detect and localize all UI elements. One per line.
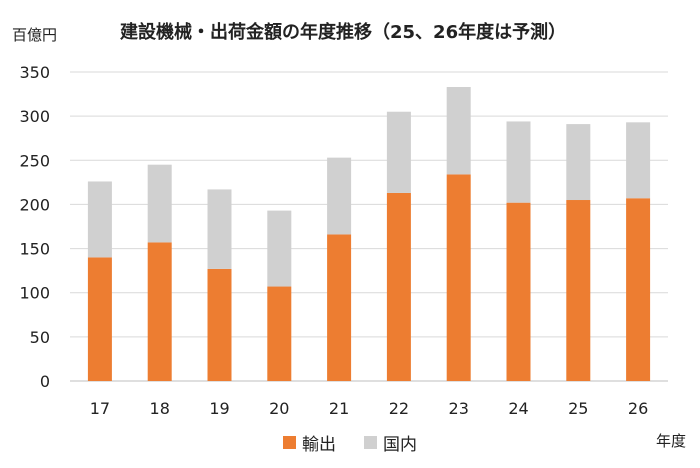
x-tick-label: 22 <box>389 399 409 418</box>
y-tick-label: 350 <box>19 63 50 82</box>
y-tick-label: 300 <box>19 107 50 126</box>
legend-swatch-export <box>283 436 296 449</box>
y-tick-label: 200 <box>19 195 50 214</box>
legend-label-domestic: 国内 <box>383 435 417 455</box>
bar-domestic <box>207 189 232 269</box>
legend-label-export: 輸出 <box>302 435 336 455</box>
y-tick-label: 0 <box>40 372 50 391</box>
bar-export <box>87 257 112 381</box>
x-tick-label: 21 <box>329 399 349 418</box>
bar-domestic <box>506 121 531 203</box>
legend-item-domestic: 国内 <box>364 430 417 455</box>
x-axis-title: 年度 <box>655 432 686 450</box>
bar-domestic <box>267 210 292 287</box>
bar-domestic <box>327 157 352 235</box>
bar-domestic <box>386 111 411 193</box>
x-tick-label: 19 <box>209 399 229 418</box>
x-tick-label: 24 <box>508 399 528 418</box>
legend: 輸出 国内 <box>0 430 700 455</box>
bar-export <box>626 198 651 381</box>
chart-title: 建設機械・出荷金額の年度推移（25、26年度は予測） <box>120 22 567 43</box>
x-tick-label: 20 <box>269 399 289 418</box>
x-tick-label: 17 <box>90 399 110 418</box>
y-axis-unit-label: 百億円 <box>12 26 58 44</box>
bar-export <box>147 242 172 381</box>
legend-swatch-domestic <box>364 436 377 449</box>
bar-domestic <box>566 124 591 201</box>
bar-export <box>267 286 292 381</box>
y-tick-label: 150 <box>19 240 50 259</box>
legend-item-export: 輸出 <box>283 430 336 455</box>
x-tick-label: 26 <box>628 399 648 418</box>
y-tick-label: 250 <box>19 151 50 170</box>
bar-domestic <box>626 122 651 199</box>
bar-export <box>506 202 531 381</box>
x-tick-label: 23 <box>449 399 469 418</box>
bar-domestic <box>446 87 471 175</box>
y-tick-label: 100 <box>19 284 50 303</box>
x-tick-label: 25 <box>568 399 588 418</box>
bar-export <box>207 268 232 381</box>
y-tick-label: 50 <box>30 328 50 347</box>
bar-export <box>386 192 411 381</box>
bar-export <box>446 174 471 381</box>
bar-domestic <box>147 164 172 243</box>
bar-export <box>566 200 591 381</box>
x-tick-label: 18 <box>150 399 170 418</box>
bar-export <box>327 234 352 381</box>
bar-domestic <box>87 181 112 258</box>
